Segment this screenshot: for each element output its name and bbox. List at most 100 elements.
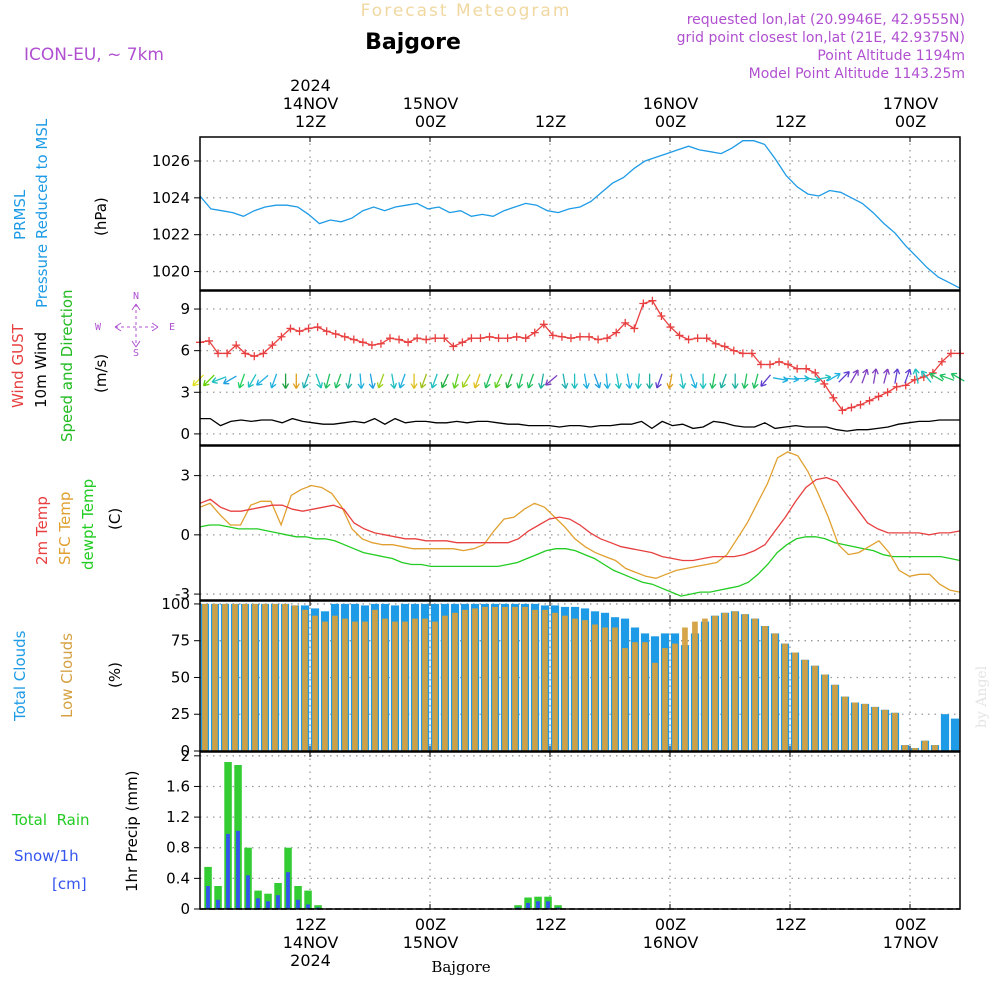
info-line-1: requested lon,lat (20.9946E, 42.9555N) [687, 12, 965, 28]
gust-point [223, 349, 232, 358]
gust-point [557, 332, 566, 341]
wind-arrow [920, 370, 932, 383]
low-clouds-bar [742, 614, 748, 751]
snow-bar [226, 833, 230, 909]
gust-point [838, 406, 847, 415]
snow-bar [276, 895, 280, 909]
low-clouds-bar [822, 674, 828, 751]
wind-arrow [483, 373, 492, 389]
low-clouds-bar [402, 621, 408, 751]
gust-point [566, 334, 575, 343]
temp-unit-label: (C) [106, 508, 124, 530]
low-clouds-bar [232, 603, 238, 751]
wind-arrow [603, 373, 611, 389]
low-clouds-bar [352, 621, 358, 751]
low-clouds-bar [632, 642, 638, 751]
snow-bar [216, 899, 220, 909]
low-clouds-bar [812, 665, 818, 751]
low-clouds-bar [662, 648, 668, 751]
wind-arrow [805, 376, 821, 384]
compass-n: N [133, 291, 139, 302]
location-title: Bajgore [365, 30, 461, 55]
low-clouds-bar [672, 643, 678, 751]
gust-point [548, 331, 557, 340]
gust-point [494, 334, 503, 343]
gust-point [395, 335, 404, 344]
top-time-label: 00Z [655, 112, 686, 131]
gust-point [277, 332, 286, 341]
pressure-frame [199, 136, 961, 291]
gust-point [720, 342, 729, 351]
top-time-label: 00Z [895, 112, 926, 131]
wind-arrow [376, 373, 385, 389]
gust-point [820, 379, 829, 388]
gust-point [639, 299, 648, 308]
low-clouds-label: Low Clouds [58, 633, 76, 718]
gust-point [349, 335, 358, 344]
gust-point [738, 349, 747, 358]
bottom-time-label: 12Z [295, 915, 326, 934]
low-clouds-bar [592, 624, 598, 751]
pressure-y-tick-label: 1026 [152, 152, 190, 170]
temperature-y-tick-label: -3 [175, 585, 190, 603]
wind-arrow [202, 374, 215, 387]
top-time-label: 14NOV [283, 94, 339, 113]
low-clouds-bar [392, 621, 398, 751]
low-clouds-bar [692, 621, 698, 751]
wind-arrow [634, 373, 642, 389]
gust-point [711, 339, 720, 348]
gust-point [585, 332, 594, 341]
clouds-y-axis: 0 25 50 75 100 [161, 595, 911, 760]
gust-point [621, 318, 630, 327]
low-clouds-bar [802, 659, 808, 751]
wind-arrow [390, 373, 398, 389]
clouds-panel: 0 25 50 75 100 [161, 595, 961, 760]
pressure-background [200, 137, 960, 290]
low-clouds-bar [772, 633, 778, 751]
wind-arrow [255, 374, 269, 386]
rain-bar [314, 905, 322, 909]
wind-arrow [526, 373, 535, 389]
gust-point [386, 334, 394, 343]
clouds-unit-label: (%) [106, 662, 124, 688]
precip-y-tick-label: 0.4 [166, 869, 190, 887]
snow-bar [206, 886, 210, 909]
gust-point [829, 393, 838, 402]
footer-location: Bajgore [431, 958, 490, 976]
gust-point [684, 335, 693, 344]
bottom-time-label: 12Z [535, 915, 566, 934]
gust-point [883, 388, 892, 397]
top-time-label: 12Z [295, 112, 326, 131]
temperature-frame [199, 445, 961, 601]
wind-unit-label: (m/s) [92, 354, 110, 393]
pressure-y-tick-label: 1024 [152, 189, 190, 207]
wind-arrow [741, 373, 749, 389]
top-time-label: 16NOV [643, 94, 699, 113]
wind-arrow [904, 368, 912, 384]
gust-point [539, 320, 548, 329]
wind-arrow [461, 373, 471, 388]
wind-arrow [912, 368, 920, 384]
gust-point [766, 360, 774, 369]
low-clouds-bar [302, 609, 308, 751]
low-clouds-bar [382, 618, 388, 751]
gust-point [259, 349, 268, 358]
wind-arrow [760, 374, 771, 387]
gust-point [232, 341, 241, 350]
gust-point [458, 338, 467, 347]
wind-arrow [849, 369, 859, 384]
gust-point [214, 349, 223, 358]
low-clouds-bar [642, 642, 648, 751]
gust-point [729, 346, 738, 355]
pressure-unit-label: (hPa) [92, 197, 110, 236]
total-clouds-label: Total Clouds [11, 630, 29, 722]
temperature-y-tick-label: 3 [180, 467, 190, 485]
gust-point [946, 349, 955, 358]
temperature-panel: -3 0 3 [175, 445, 961, 603]
gust-point [331, 330, 340, 339]
wind-arrow [666, 373, 674, 389]
wind-arrow [751, 373, 759, 389]
pressure-y-axis: 1020 1022 1024 1026 [152, 137, 911, 290]
wind-arrow [625, 373, 633, 389]
